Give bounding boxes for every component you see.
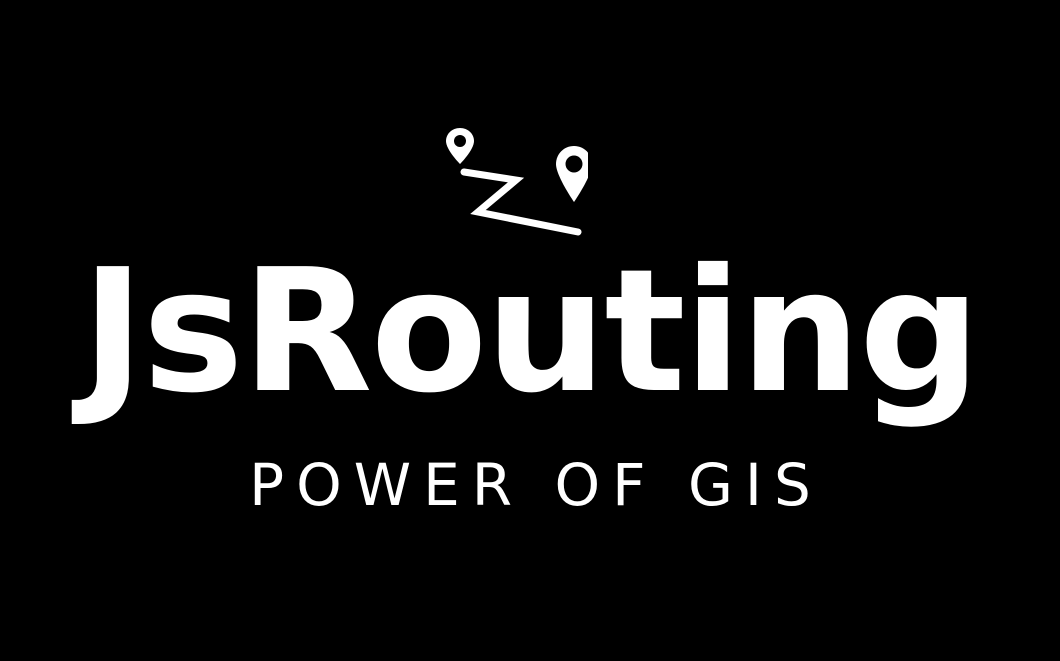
brand-tagline: POWER OF GIS (249, 451, 823, 519)
brand-wordmark: JsRouting (81, 233, 980, 431)
route-pins-icon (446, 128, 588, 236)
